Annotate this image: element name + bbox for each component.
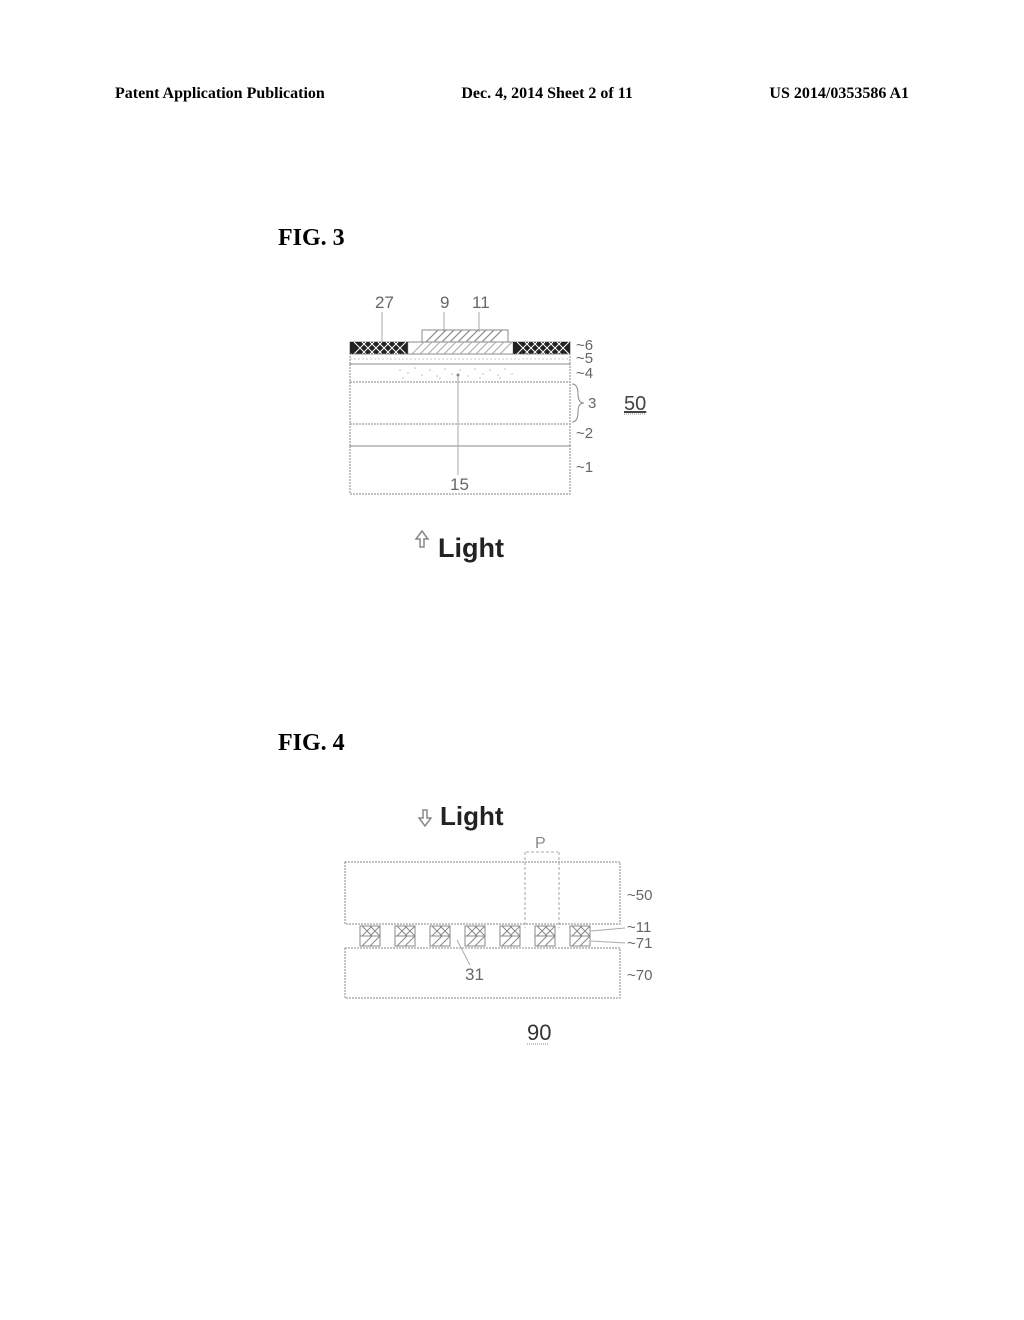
svg-text:50: 50 [624,393,646,415]
svg-text:~1: ~1 [576,459,593,476]
fig3-title: FIG. 3 [278,225,345,252]
header-center: Dec. 4, 2014 Sheet 2 of 11 [461,85,633,103]
svg-text:11: 11 [472,293,490,312]
fig3-svg: 27 9 11 [340,290,680,650]
header-left: Patent Application Publication [115,85,325,103]
fig4-title: FIG. 4 [278,730,345,757]
page-header: Patent Application Publication Dec. 4, 2… [0,85,1024,103]
fig3-diagram: 27 9 11 [340,290,680,650]
svg-text:9: 9 [440,293,449,312]
fig4-svg: Light P [335,800,695,1100]
svg-text:P: P [535,835,546,852]
svg-text:~4: ~4 [576,365,593,382]
svg-text:~71: ~71 [627,935,652,952]
svg-text:~50: ~50 [627,887,652,904]
svg-text:15: 15 [450,475,469,494]
svg-text:Light: Light [440,801,504,831]
svg-text:~2: ~2 [576,425,593,442]
svg-text:90: 90 [527,1020,551,1045]
svg-text:27: 27 [375,293,394,312]
svg-text:3: 3 [588,395,596,412]
svg-text:~70: ~70 [627,967,652,984]
header-right: US 2014/0353586 A1 [769,85,909,103]
svg-text:Light: Light [438,533,504,563]
svg-text:31: 31 [465,965,484,984]
svg-text:~11: ~11 [627,919,651,936]
fig4-diagram: Light P [335,800,695,1100]
